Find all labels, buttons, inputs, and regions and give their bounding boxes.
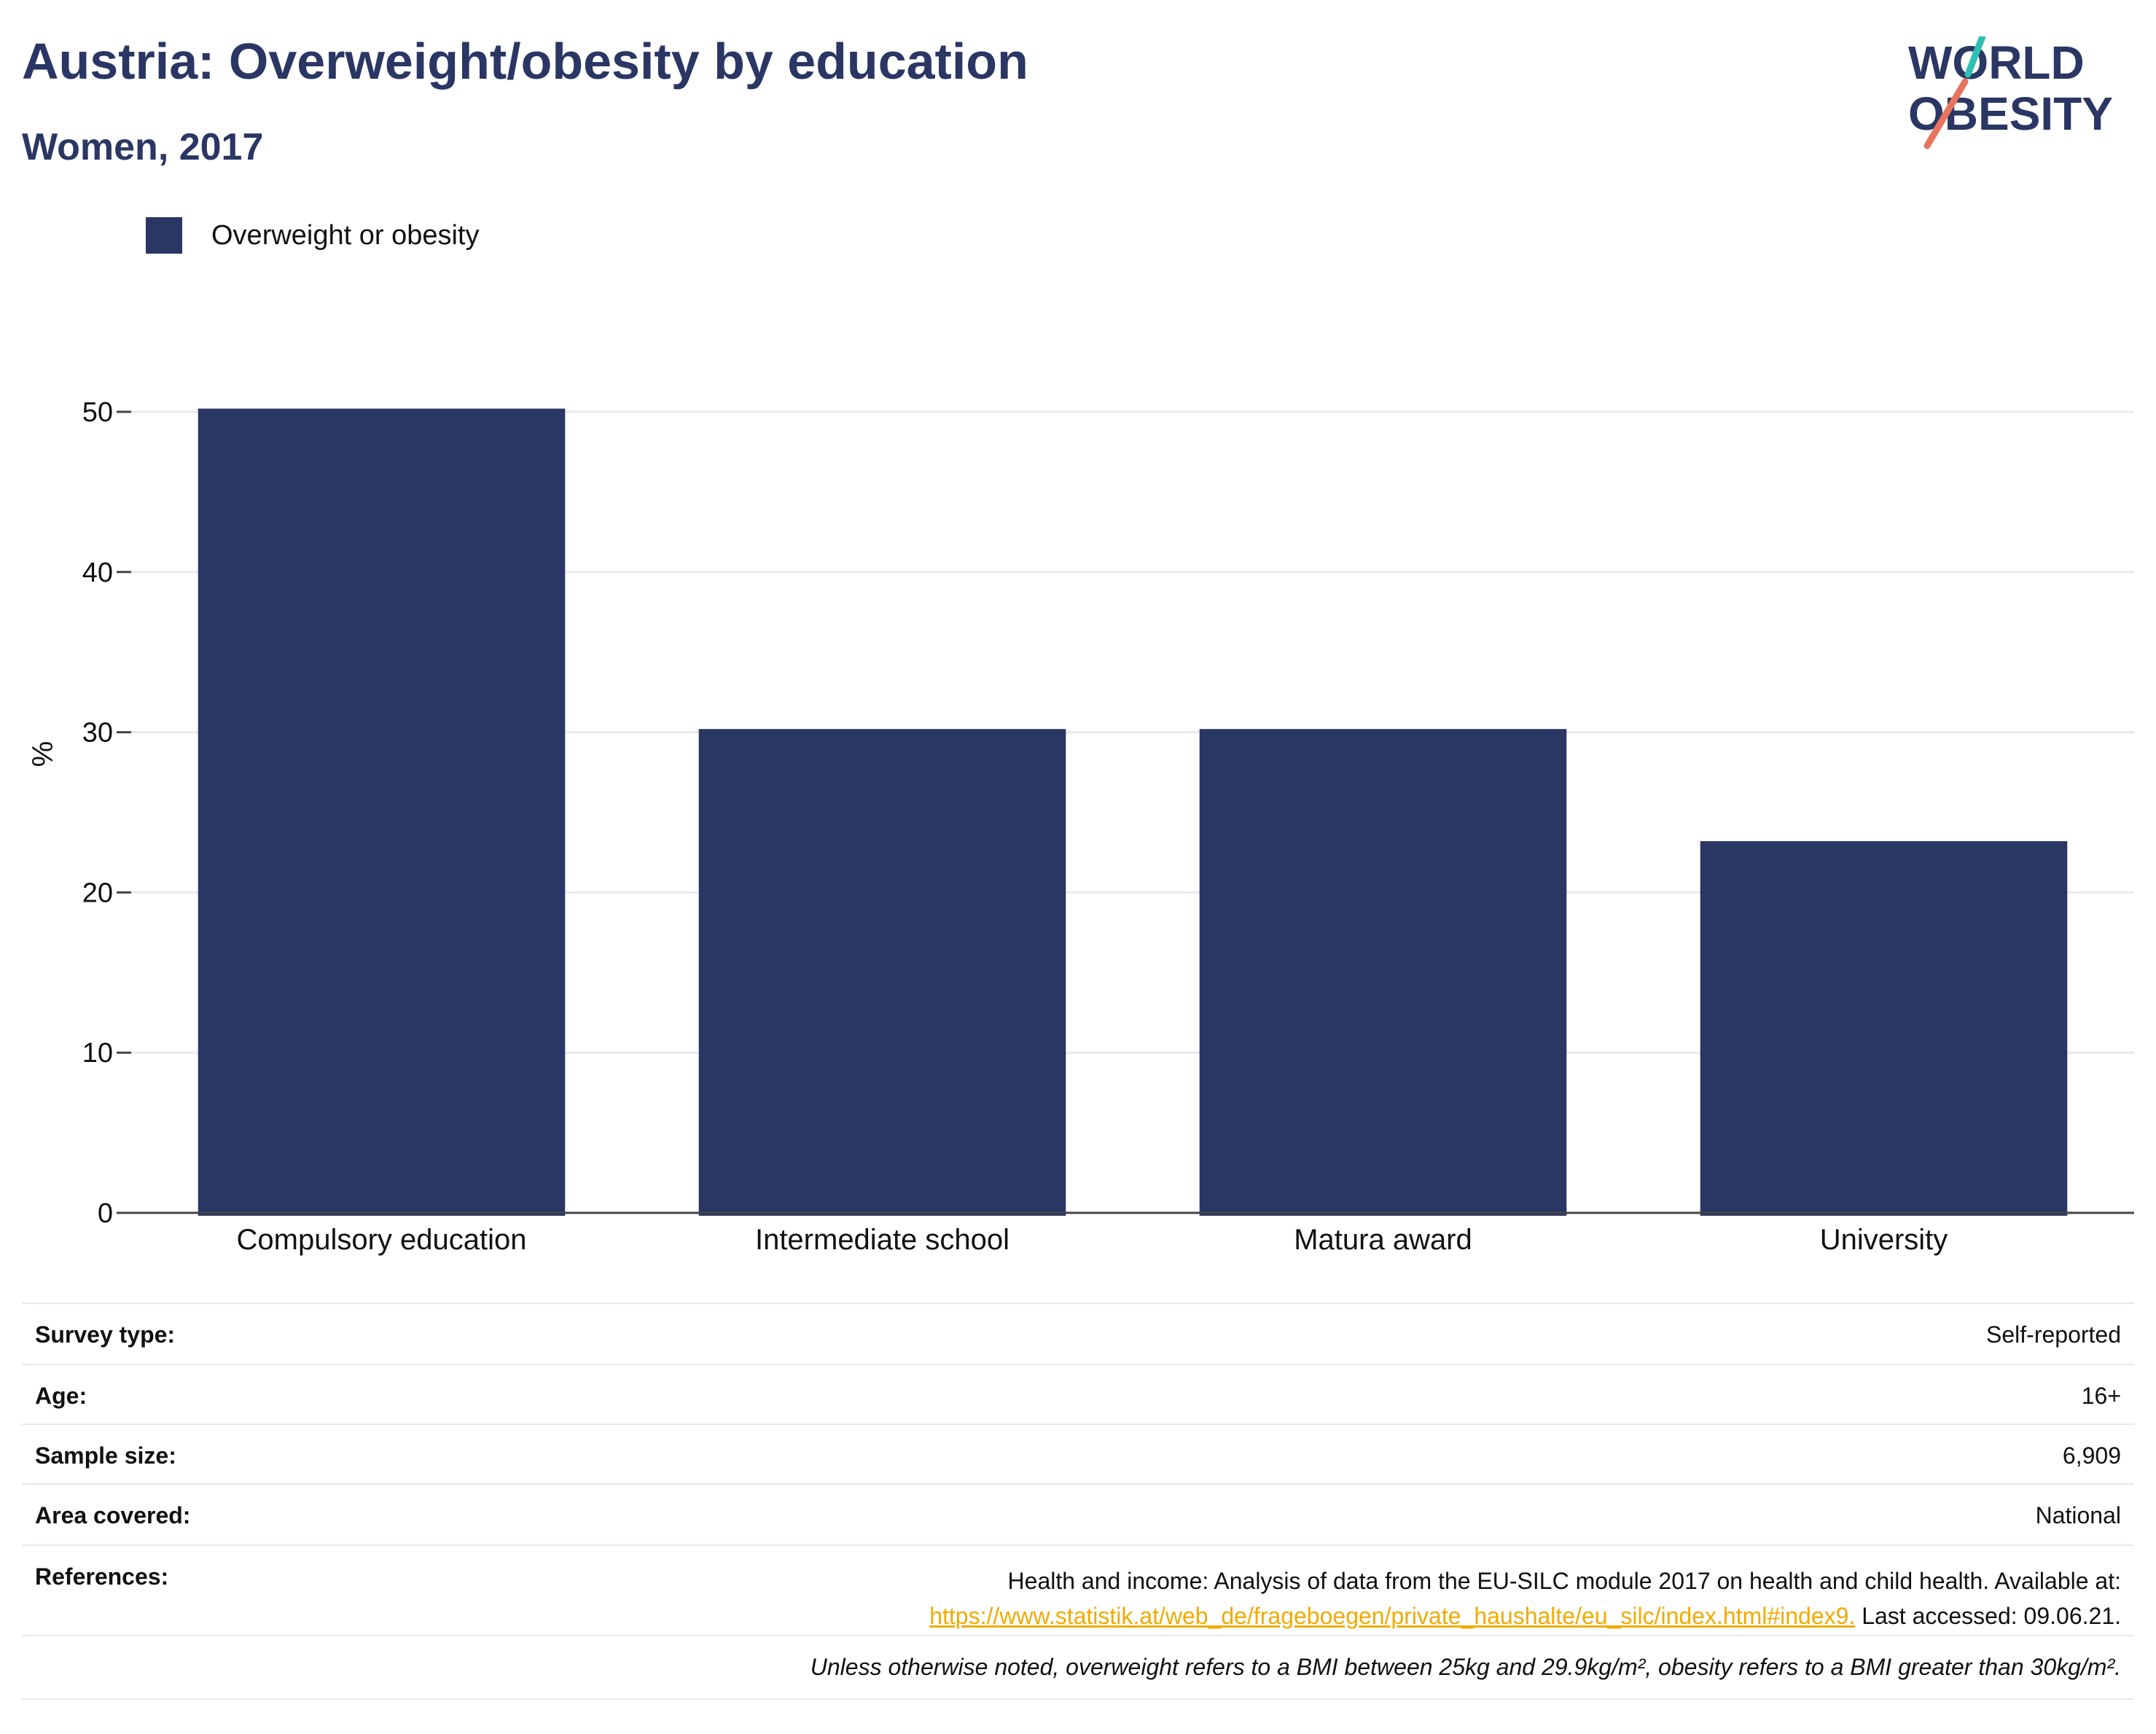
legend-label: Overweight or obesity bbox=[211, 219, 480, 251]
age-value: 16+ bbox=[2081, 1383, 2121, 1409]
survey-details: Survey type: Self-reported Age: 16+ Samp… bbox=[22, 1303, 2134, 1700]
y-tick-label: 50 bbox=[82, 397, 113, 428]
meta-row-survey-type: Survey type: Self-reported bbox=[22, 1303, 2134, 1364]
meta-row-area-covered: Area covered: National bbox=[22, 1483, 2134, 1544]
sample-size-value: 6,909 bbox=[2062, 1442, 2121, 1469]
bar bbox=[1700, 841, 2068, 1216]
x-tick-label: Matura award bbox=[1294, 1224, 1472, 1256]
bar bbox=[1199, 729, 1567, 1216]
area-covered-label: Area covered: bbox=[35, 1502, 191, 1528]
bar-chart: 0 10 20 30 40 50% Compulsory education Intermed… bbox=[27, 397, 2134, 1256]
bmi-definition-note: Unless otherwise noted, overweight refer… bbox=[22, 1635, 2134, 1700]
references-label: References: bbox=[35, 1563, 169, 1590]
legend-swatch bbox=[146, 217, 182, 254]
x-tick-label: Compulsory education bbox=[237, 1224, 527, 1256]
references-link-line: https://www.statistik.at/web_de/frageboe… bbox=[929, 1598, 2121, 1633]
y-axis-title: % bbox=[27, 741, 59, 768]
logo-slash-teal bbox=[1964, 36, 1986, 78]
x-tick-label: University bbox=[1820, 1224, 1948, 1256]
references-link[interactable]: https://www.statistik.at/web_de/frageboe… bbox=[929, 1603, 1856, 1629]
survey-type-label: Survey type: bbox=[35, 1321, 176, 1348]
world-obesity-logo: WORLD OBESITY bbox=[1908, 36, 2113, 149]
area-covered-value: National bbox=[2035, 1502, 2121, 1528]
references-text: Health and income: Analysis of data from… bbox=[1007, 1568, 2121, 1594]
survey-type-value: Self-reported bbox=[1986, 1321, 2121, 1348]
sample-size-label: Sample size: bbox=[35, 1442, 176, 1469]
chart-title: Austria: Overweight/obesity by education bbox=[22, 33, 1028, 90]
y-tick-label: 0 bbox=[98, 1198, 113, 1229]
meta-row-references: References: Health and income: Analysis … bbox=[22, 1544, 2134, 1635]
chart-legend: Overweight or obesity bbox=[146, 217, 480, 254]
y-tick-label: 20 bbox=[82, 878, 113, 908]
y-tick-label: 10 bbox=[82, 1038, 113, 1069]
chart-subtitle: Women, 2017 bbox=[22, 126, 264, 168]
bar bbox=[698, 729, 1066, 1216]
references-accessed: Last accessed: 09.06.21. bbox=[1855, 1603, 2121, 1629]
y-tick-label: 40 bbox=[82, 558, 113, 588]
meta-row-sample-size: Sample size: 6,909 bbox=[22, 1423, 2134, 1483]
references-value: Health and income: Analysis of data from… bbox=[929, 1563, 2121, 1633]
meta-row-age: Age: 16+ bbox=[22, 1364, 2134, 1423]
y-tick-label: 30 bbox=[82, 718, 113, 749]
logo-word-world: WORLD bbox=[1908, 36, 2085, 89]
x-tick-label: Intermediate school bbox=[755, 1224, 1009, 1256]
age-label: Age: bbox=[35, 1383, 87, 1409]
bar bbox=[198, 408, 566, 1216]
logo-slash-coral bbox=[1923, 78, 1969, 149]
